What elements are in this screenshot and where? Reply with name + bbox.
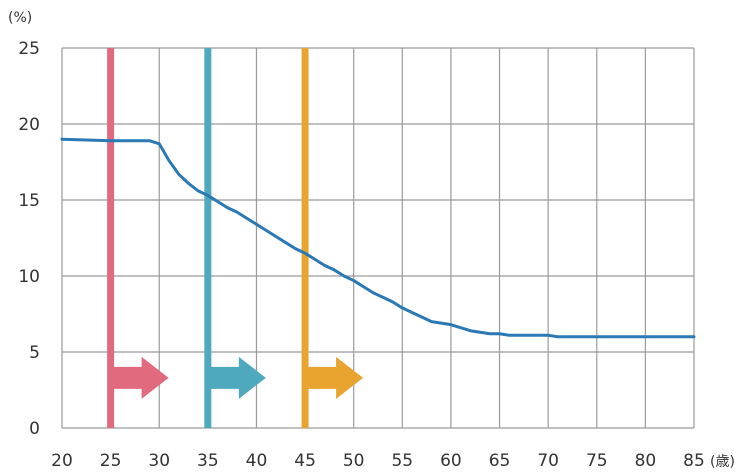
x-axis-unit: (歳) [710,454,735,470]
marker-line-2 [301,48,309,428]
marker-arrow-1 [207,356,266,399]
plot-background [62,48,694,428]
x-tick-label: 75 [586,451,608,471]
y-tick-label: 10 [18,267,40,287]
x-tick-label: 25 [100,451,122,471]
y-tick-label: 5 [29,343,40,363]
y-tick-label: 20 [18,115,40,135]
marker-line-1 [204,48,212,428]
series-layer [60,137,696,339]
x-tick-label: 35 [197,451,219,471]
x-tick-label: 80 [635,451,657,471]
x-tick-label: 45 [294,451,316,471]
age-markers [107,48,364,428]
series-line-0 [60,137,696,339]
x-tick-label: 20 [51,451,73,471]
y-axis-ticks: 0 5 10 15 20 25 [18,39,40,439]
x-tick-label: 85 [683,451,705,471]
y-tick-label: 15 [18,191,40,211]
x-tick-label: 50 [343,451,365,471]
x-tick-label: 55 [391,451,413,471]
y-tick-label: 25 [18,39,40,59]
y-tick-label: 0 [29,419,40,439]
marker-line-0 [107,48,115,428]
y-axis-unit: (%) [8,10,32,26]
x-tick-label: 30 [148,451,170,471]
x-axis-ticks: 20 25 30 35 40 45 50 55 60 65 70 75 80 85 [51,451,705,471]
marker-arrow-2 [305,356,364,399]
marker-arrow-0 [110,356,169,399]
x-tick-label: 60 [440,451,462,471]
grid-lines [61,47,695,429]
x-tick-label: 40 [246,451,268,471]
x-tick-label: 70 [537,451,559,471]
x-tick-label: 65 [489,451,511,471]
